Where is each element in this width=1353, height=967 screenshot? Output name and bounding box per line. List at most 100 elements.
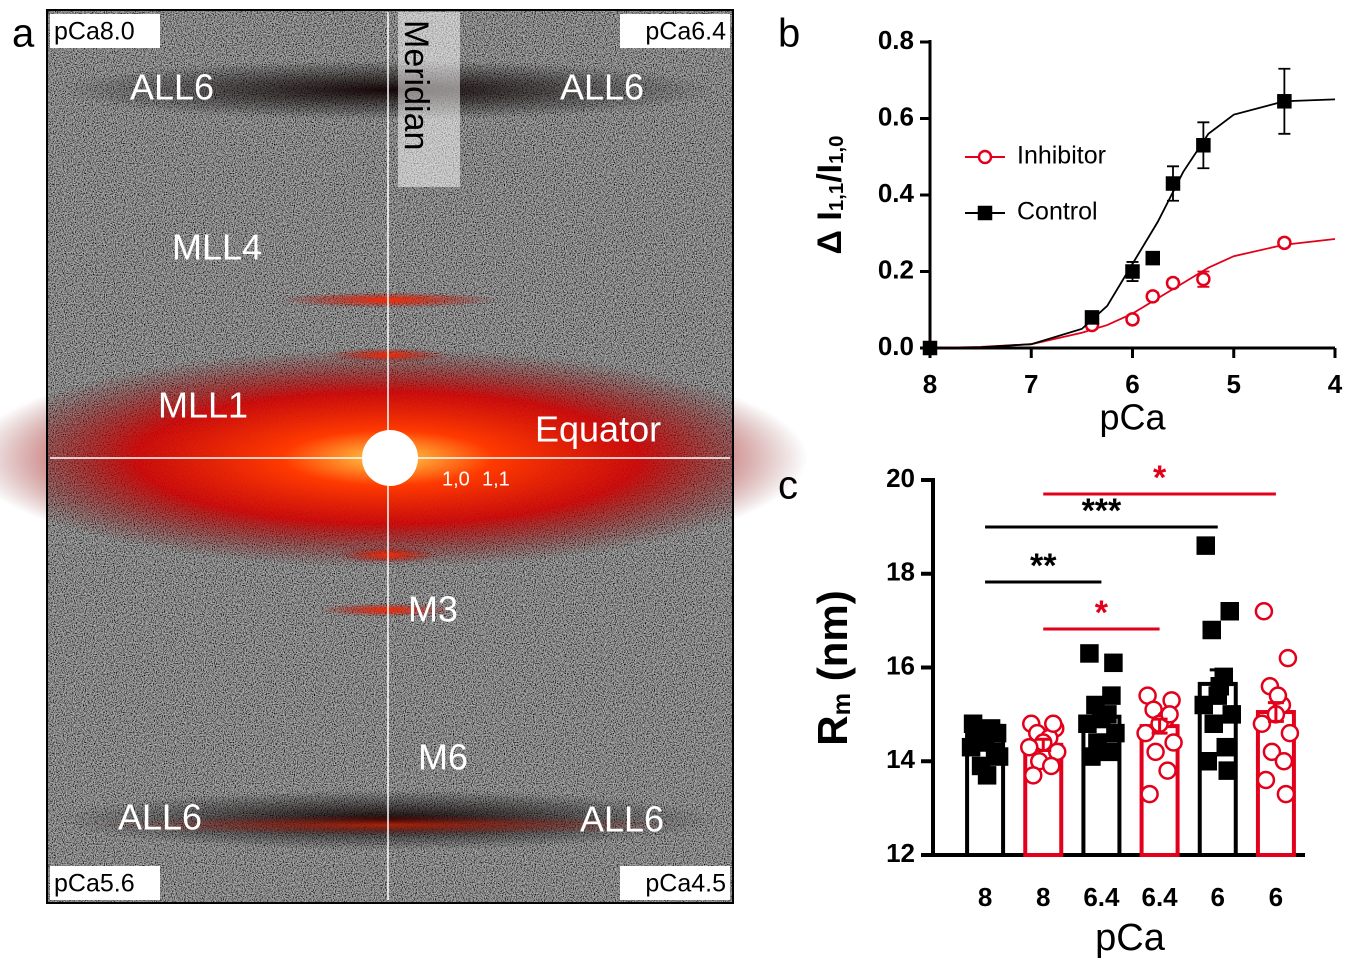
legend-marker xyxy=(977,205,993,221)
panel-letter: b xyxy=(778,12,800,56)
data-point xyxy=(1222,705,1241,724)
meridian-label: Meridian xyxy=(397,20,435,150)
axis-label-part: Δ I xyxy=(811,211,849,254)
axis-label-part: (nm) xyxy=(809,590,856,693)
error-bar xyxy=(1035,737,1052,752)
data-point xyxy=(1218,761,1237,780)
panel-letter: c xyxy=(778,464,798,508)
data-point xyxy=(1102,686,1121,705)
marker xyxy=(1277,235,1292,251)
data-point xyxy=(1100,742,1119,762)
beam-stop xyxy=(362,430,418,486)
x-tick-label: 8 xyxy=(923,369,937,399)
y-tick-label: 12 xyxy=(886,838,915,868)
legend-marker xyxy=(977,149,993,165)
x-tick-label: 6.4 xyxy=(1142,882,1179,912)
axis-label: Δ I1,1/I1,0 xyxy=(811,136,849,255)
x-tick-label: 8 xyxy=(978,882,992,912)
reflection-label: ALL6 xyxy=(118,797,202,838)
significance-label: * xyxy=(1153,459,1167,497)
axis-label-part: /I xyxy=(811,164,849,183)
axis-label-sub: 1,1 xyxy=(826,183,848,211)
equator-label: Equator xyxy=(535,409,661,450)
marker xyxy=(1084,310,1100,325)
data-point xyxy=(1280,723,1300,743)
reflection-label: M3 xyxy=(408,589,458,630)
data-point xyxy=(1024,766,1043,785)
y-tick-label: 0.2 xyxy=(878,254,914,284)
data-point xyxy=(1278,648,1298,668)
y-tick-label: 18 xyxy=(886,557,915,587)
x-tick-label: 6 xyxy=(1269,882,1283,912)
data-point xyxy=(1146,742,1165,762)
x-tick-label: 8 xyxy=(1036,882,1050,912)
y-tick-label: 14 xyxy=(886,744,915,774)
data-point xyxy=(1106,723,1125,743)
y-tick-label: 0.0 xyxy=(878,331,914,361)
data-point xyxy=(1164,733,1183,752)
data-point xyxy=(1276,784,1296,804)
reflection-label: MLL1 xyxy=(158,385,248,426)
corner-label: pCa4.5 xyxy=(645,870,726,898)
reflection-label: M6 xyxy=(418,737,468,778)
x-tick-label: 6.4 xyxy=(1083,882,1120,912)
corner-box xyxy=(620,14,730,48)
data-point xyxy=(1216,737,1235,757)
data-point xyxy=(1256,770,1276,790)
peak-label: 1,0 xyxy=(442,468,470,490)
reflection-label: ALL6 xyxy=(560,67,644,108)
y-tick-label: 20 xyxy=(886,463,915,493)
axis-label: Rm (nm) xyxy=(809,590,856,745)
meridian-box xyxy=(398,12,460,187)
x-axis-label: pCa xyxy=(1099,397,1166,438)
marker xyxy=(922,340,938,356)
data-point xyxy=(1158,761,1177,780)
significance-label: * xyxy=(1095,594,1109,632)
data-point xyxy=(1196,536,1215,555)
reflection-label: MLL4 xyxy=(172,227,262,268)
data-point xyxy=(1198,752,1217,771)
corner-box xyxy=(620,866,730,900)
significance-label: *** xyxy=(1082,492,1122,530)
axis-label-sub: 1,0 xyxy=(826,136,848,164)
image-border xyxy=(46,9,734,904)
axis-label-part: R xyxy=(809,715,856,745)
marker xyxy=(1196,138,1211,153)
error-bar xyxy=(1209,668,1226,700)
error-bar xyxy=(977,724,994,742)
data-point xyxy=(1082,747,1101,766)
error-bar xyxy=(1151,717,1168,735)
fit-curve xyxy=(929,98,1336,349)
fit-curve xyxy=(929,238,1336,349)
marker xyxy=(1277,94,1292,109)
marker xyxy=(1165,176,1181,191)
legend-label: Inhibitor xyxy=(1017,142,1106,170)
corner-label: pCa5.6 xyxy=(54,870,135,898)
data-point xyxy=(985,742,1005,762)
x-tick-label: 5 xyxy=(1227,369,1241,399)
x-tick-label: 4 xyxy=(1328,369,1343,399)
data-point xyxy=(1136,723,1155,743)
data-point xyxy=(1140,784,1159,804)
data-point xyxy=(1262,742,1282,762)
marker xyxy=(1145,289,1160,304)
data-point xyxy=(977,766,997,785)
y-tick-label: 0.6 xyxy=(878,101,914,131)
diffraction-panel xyxy=(0,9,808,904)
data-point xyxy=(1252,714,1272,733)
error-bar xyxy=(1267,701,1284,723)
marker xyxy=(1165,275,1181,291)
data-point xyxy=(1020,737,1039,757)
corner-box xyxy=(50,866,160,900)
marker xyxy=(1125,264,1140,279)
data-point xyxy=(1210,677,1229,696)
corner-label: pCa6.4 xyxy=(645,18,726,46)
data-point xyxy=(1220,602,1239,621)
peak-label: 1,1 xyxy=(482,468,510,490)
error-bar xyxy=(1093,705,1110,728)
x-tick-label: 6 xyxy=(1211,882,1225,912)
marker xyxy=(1145,250,1160,266)
x-axis-label: pCa xyxy=(1095,917,1166,959)
legend-label: Control xyxy=(1017,198,1098,226)
